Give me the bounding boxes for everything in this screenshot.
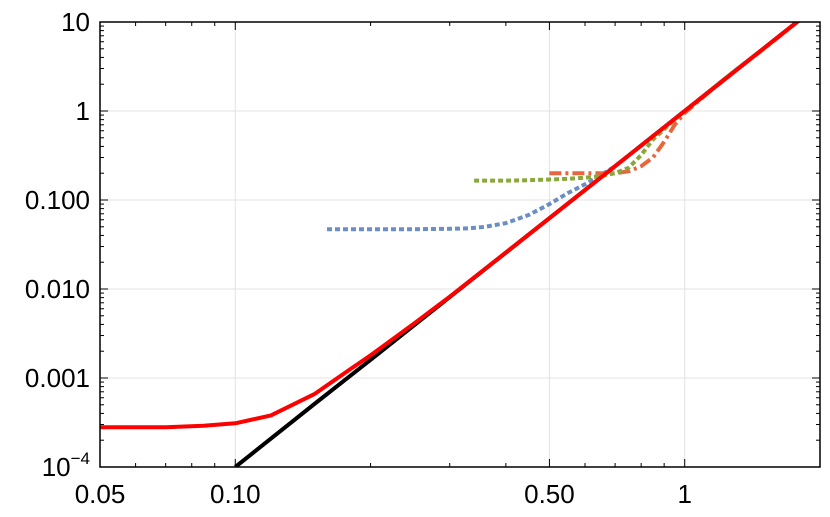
- series-line-3: [549, 22, 801, 176]
- series-layer: [100, 22, 801, 467]
- x-tick-label: 0.50: [524, 479, 575, 509]
- x-tick-label: 0.05: [75, 479, 126, 509]
- y-tick-label: 0.001: [25, 363, 90, 393]
- y-tick-label: 0.100: [25, 185, 90, 215]
- x-tick-labels: 0.05 0.10 0.50 1: [75, 479, 692, 509]
- y-tick-label: 10: [61, 7, 90, 37]
- plot-frame: [99, 21, 821, 468]
- series-line-4: [474, 22, 801, 183]
- y-tick-label: 10−4: [42, 449, 90, 482]
- series-line-2: [327, 22, 801, 232]
- x-tick-label: 0.10: [210, 479, 261, 509]
- y-tick-exponent: −4: [71, 449, 90, 468]
- y-tick-label: 0.010: [25, 274, 90, 304]
- series-line-5: [100, 22, 801, 430]
- axis-ticks: [99, 21, 821, 468]
- x-tick-label: 1: [677, 479, 691, 509]
- y-tick-label: 1: [76, 96, 90, 126]
- y-tick-labels: 10−4 0.001 0.010 0.100 1 10: [25, 7, 90, 482]
